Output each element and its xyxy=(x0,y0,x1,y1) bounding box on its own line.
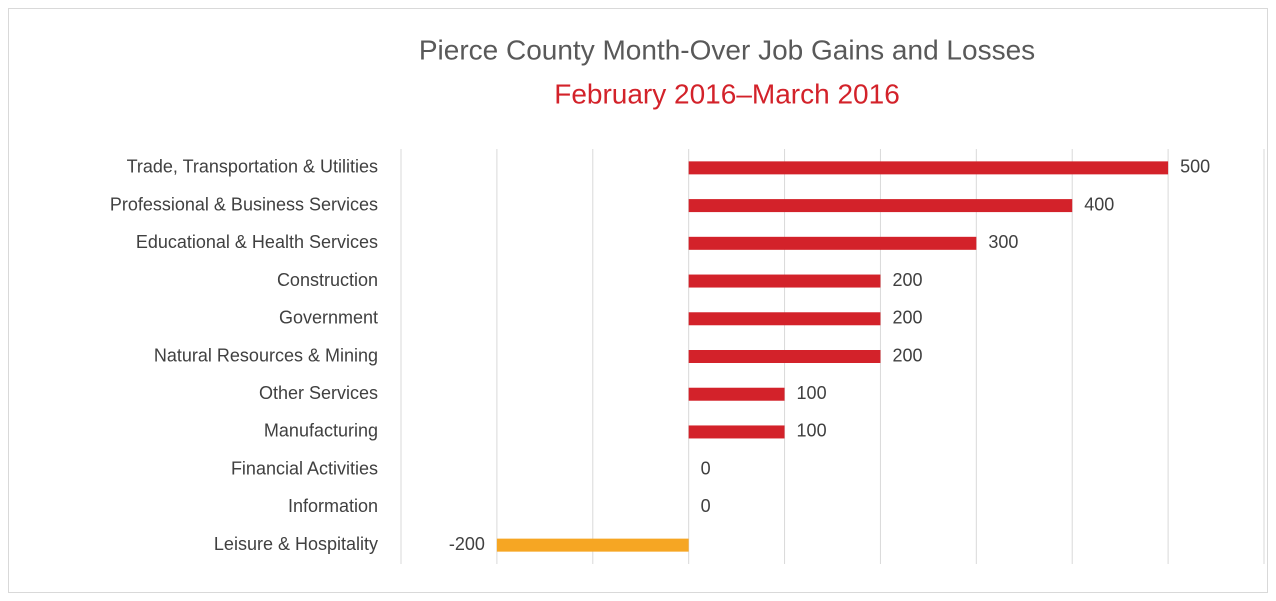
data-label: 100 xyxy=(797,421,827,441)
chart-subtitle: February 2016–March 2016 xyxy=(554,78,900,109)
data-label: 0 xyxy=(701,458,711,478)
data-label: 300 xyxy=(988,232,1018,252)
y-tick-label: Manufacturing xyxy=(264,421,378,441)
y-tick-label: Natural Resources & Mining xyxy=(154,345,378,365)
bar xyxy=(688,387,785,401)
bar xyxy=(688,199,1073,213)
y-tick-label: Trade, Transportation & Utilities xyxy=(127,157,378,177)
y-tick-label: Professional & Business Services xyxy=(110,194,378,214)
y-tick-label: Educational & Health Services xyxy=(136,232,378,252)
data-label: 0 xyxy=(701,496,711,516)
data-label: 400 xyxy=(1084,194,1114,214)
bar xyxy=(688,350,881,363)
chart-border xyxy=(8,8,1268,593)
y-tick-label: Other Services xyxy=(259,383,378,403)
y-tick-label: Financial Activities xyxy=(231,458,378,478)
y-tick-label: Construction xyxy=(277,270,378,290)
bar xyxy=(688,274,881,288)
bar xyxy=(496,538,689,552)
data-label: 500 xyxy=(1180,157,1210,177)
data-label: 200 xyxy=(892,308,922,328)
data-label: 100 xyxy=(797,383,827,403)
bar xyxy=(688,425,785,439)
bar xyxy=(688,236,977,250)
bar xyxy=(688,161,1169,175)
data-label: 200 xyxy=(892,270,922,290)
y-tick-label: Government xyxy=(279,308,378,328)
bar xyxy=(688,312,881,326)
y-tick-label: Information xyxy=(288,496,378,516)
chart-title: Pierce County Month-Over Job Gains and L… xyxy=(419,34,1035,65)
y-tick-label: Leisure & Hospitality xyxy=(214,534,378,554)
data-label: -200 xyxy=(449,534,485,554)
data-label: 200 xyxy=(892,345,922,365)
